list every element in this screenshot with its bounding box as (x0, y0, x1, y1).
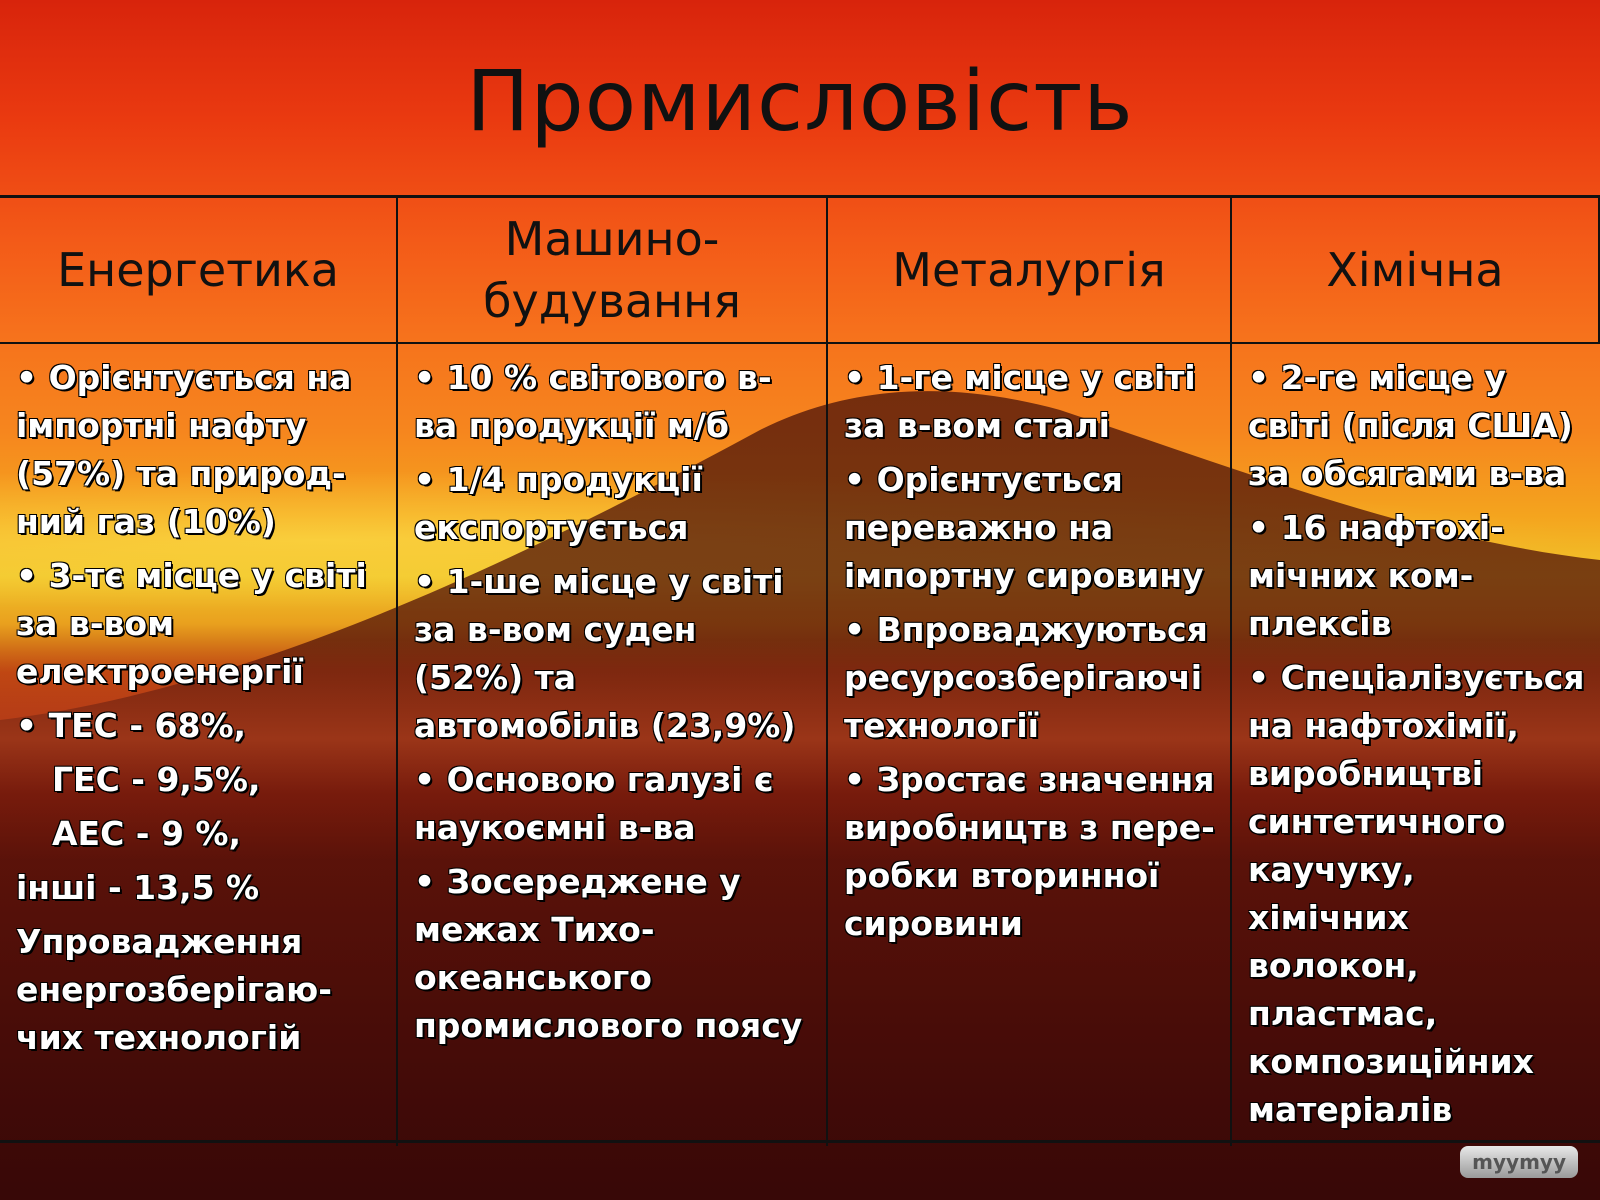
energy-column: • Орієнтується на імпортні нафту (57%) т… (0, 344, 398, 1146)
background-haze (0, 640, 1600, 860)
machine-building-column: • 10 % світового в-ва продукції м/б • 1/… (398, 344, 828, 1146)
list-item: • Зростає значення виробництв з пере-роб… (844, 760, 1215, 943)
list-item: • 3-тє місце у світі за в-вом електроене… (16, 556, 367, 691)
list-item: АЕС - 9 %, (52, 814, 242, 853)
header-machine-building: Машино-будування (398, 198, 828, 344)
list-item: • Зосереджене у межах Тихо-океанського п… (414, 862, 803, 1045)
list-item: • 1-ге місце у світі за в-вом сталі (844, 358, 1196, 445)
header-chemical: Хімічна (1232, 198, 1600, 344)
list-item: • Орієнтується на імпортні нафту (57%) т… (16, 358, 352, 541)
metallurgy-column: • 1-ге місце у світі за в-вом сталі • Ор… (828, 344, 1232, 1146)
slide-title: Промисловість (466, 52, 1134, 150)
list-item: • Спеціалізується на нафтохімії, виробни… (1248, 658, 1585, 1129)
list-item: • 2-ге місце у світі (після США) за обся… (1248, 358, 1573, 493)
watermark-logo: myymyy (1460, 1146, 1578, 1178)
industry-table: Енергетика Машино-будування Металургія Х… (0, 195, 1600, 1146)
header-metallurgy: Металургія (828, 198, 1232, 344)
list-item: • 1/4 продукції експортується (414, 460, 703, 547)
list-item: • Основою галузі є наукоємні в-ва (414, 760, 774, 847)
header-energy: Енергетика (0, 198, 398, 344)
list-item: • Орієнтується переважно на імпортну сир… (844, 460, 1204, 595)
list-item: • 16 нафтохі-мічних ком-плексів (1248, 508, 1504, 643)
list-item: ГЕС - 9,5%, (52, 760, 261, 799)
list-item: • 10 % світового в-ва продукції м/б (414, 358, 772, 445)
list-item: Упровадження енергозберігаю-чих технолог… (16, 922, 332, 1057)
list-item: • ТЕС - 68%, (16, 706, 247, 745)
list-item: інші - 13,5 % (16, 868, 260, 907)
list-item: • Впроваджуються ресурсозберігаючі техно… (844, 610, 1208, 745)
list-item: • 1-ше місце у світі за в-вом суден (52%… (414, 562, 796, 745)
chemical-column: • 2-ге місце у світі (після США) за обся… (1232, 344, 1600, 1146)
